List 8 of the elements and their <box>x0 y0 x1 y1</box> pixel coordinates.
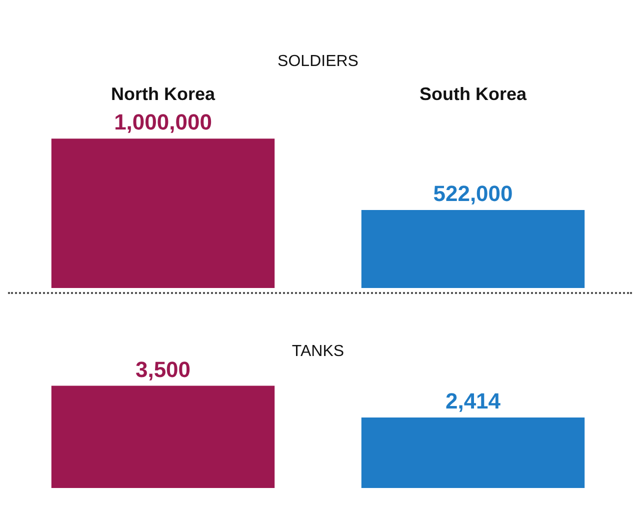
data-label: 2,414 <box>445 388 502 414</box>
data-label: 3,500 <box>135 356 191 382</box>
chart-title: SOLDIERS <box>278 53 358 70</box>
x-tick-label: North Korea <box>110 84 216 104</box>
x-tick-label: South Korea <box>419 84 528 104</box>
data-label: 522,000 <box>433 181 513 206</box>
data-label: 1,000,000 <box>114 110 212 135</box>
chart-title: TANKS <box>292 343 344 360</box>
